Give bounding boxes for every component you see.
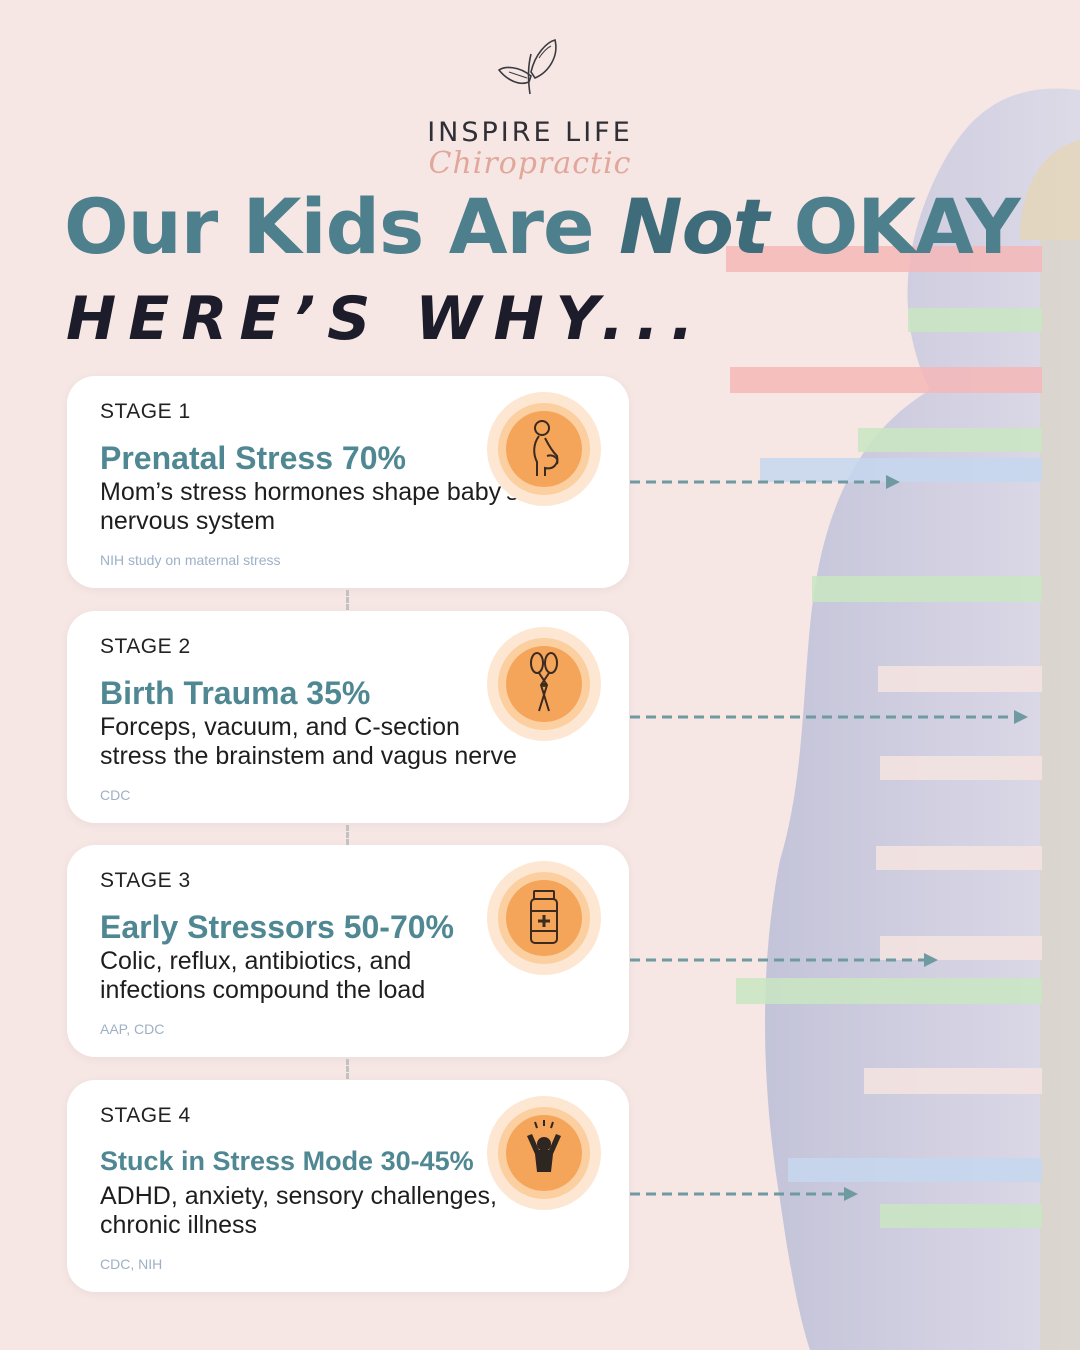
brand-script: Chiropractic (428, 146, 632, 181)
stage-description: ADHD, anxiety, sensory challenges, chron… (100, 1182, 497, 1239)
stage-card-1: STAGE 1 Prenatal Stress 70% Mom’s stress… (67, 376, 629, 588)
medicine-bottle-icon (487, 861, 601, 975)
stage-description: Forceps, vacuum, and C-section stress th… (100, 713, 517, 770)
dashed-arrow-1 (630, 475, 900, 489)
stage-source: NIH study on maternal stress (100, 552, 281, 568)
stage-title: Stuck in Stress Mode 30-45% (100, 1146, 474, 1176)
stage-title: Early Stressors 50-70% (100, 909, 454, 945)
dashed-arrow-2 (630, 710, 1028, 724)
forceps-icon (487, 627, 601, 741)
butterfly-icon (497, 39, 557, 95)
connector-line (346, 825, 349, 845)
stage-card-2: STAGE 2 Birth Trauma 35% Forceps, vacuum… (67, 611, 629, 823)
stage-title: Birth Trauma 35% (100, 675, 371, 711)
connector-line (346, 590, 349, 610)
stage-label: STAGE 1 (100, 400, 191, 423)
stage-label: STAGE 4 (100, 1104, 191, 1127)
connector-line (346, 1059, 349, 1079)
pregnant-woman-icon (487, 392, 601, 506)
stage-card-4: STAGE 4 Stuck in Stress Mode 30-45% ADHD… (67, 1080, 629, 1292)
stage-source: AAP, CDC (100, 1021, 165, 1037)
page-subtitle: HERE’S WHY... (66, 284, 706, 354)
dashed-arrow-4 (630, 1187, 858, 1201)
stage-title: Prenatal Stress 70% (100, 440, 406, 476)
page-title: Our Kids Are Not OKAY (64, 182, 1021, 271)
stage-card-3: STAGE 3 Early Stressors 50-70% Colic, re… (67, 845, 629, 1057)
stage-label: STAGE 3 (100, 869, 191, 892)
title-part-2: OKAY (768, 182, 1021, 271)
stage-source: CDC, NIH (100, 1256, 163, 1272)
brand-logo: INSPIRE LIFE Chiropractic (420, 36, 640, 181)
dashed-arrow-3 (630, 953, 938, 967)
stressed-child-icon (487, 1096, 601, 1210)
brand-name: INSPIRE LIFE (427, 117, 633, 148)
title-emphasis: Not (619, 182, 769, 271)
stage-source: CDC (100, 787, 131, 803)
stage-description: Colic, reflux, antibiotics, and infectio… (100, 947, 426, 1004)
title-part-1: Our Kids Are (64, 182, 619, 271)
stage-description: Mom’s stress hormones shape baby’s nervo… (100, 478, 519, 535)
stage-label: STAGE 2 (100, 635, 191, 658)
